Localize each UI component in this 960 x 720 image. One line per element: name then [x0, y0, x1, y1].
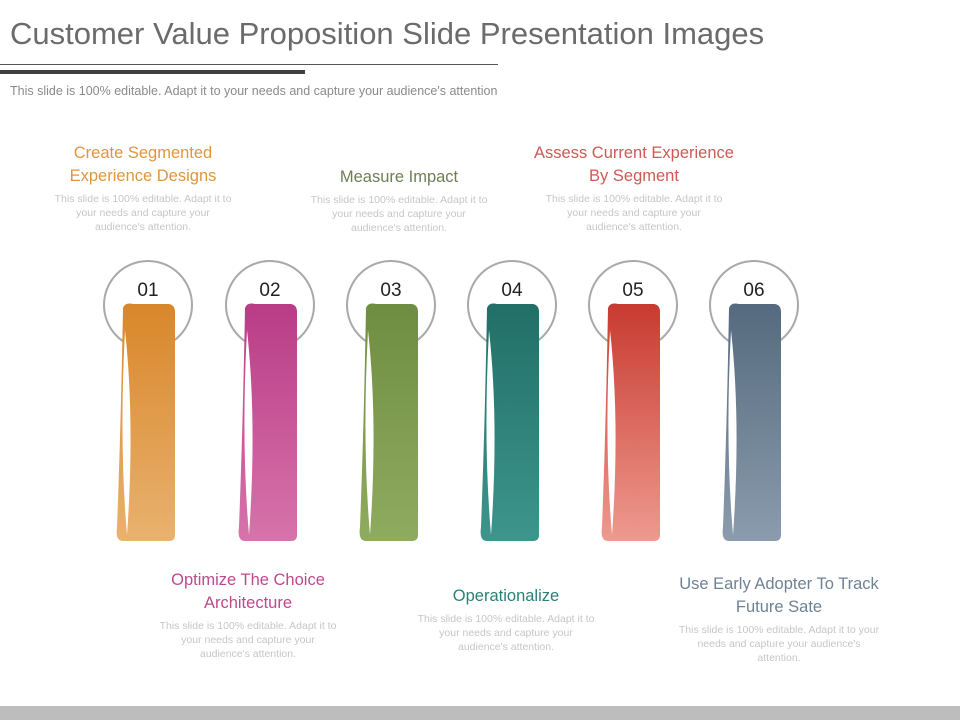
title-divider-thick [0, 70, 305, 74]
step-label-5: Assess Current Experience By Segment Thi… [529, 142, 739, 234]
step-number-6: 06 [743, 280, 764, 301]
step-6: 06 [709, 260, 799, 541]
slide-title: Customer Value Proposition Slide Present… [10, 16, 765, 51]
step-ribbon-1 [116, 303, 175, 541]
step-1: 01 [103, 260, 193, 541]
step-body-5: This slide is 100% editable. Adapt it to… [545, 193, 723, 233]
step-2: 02 [225, 260, 315, 541]
step-ribbon-4 [480, 303, 539, 541]
step-number-3: 03 [380, 280, 401, 301]
step-heading-1: Create Segmented Experience Designs [69, 144, 217, 185]
step-number-4: 04 [501, 280, 523, 301]
step-label-4: Operationalize This slide is 100% editab… [401, 585, 611, 654]
step-body-2: This slide is 100% editable. Adapt it to… [159, 620, 337, 660]
step-number-1: 01 [137, 280, 158, 301]
step-ribbon-fold-5 [607, 330, 616, 535]
step-ribbon-5 [601, 303, 660, 541]
step-body-6: This slide is 100% editable. Adapt it to… [678, 624, 880, 664]
step-ribbon-fold-2 [244, 330, 253, 535]
title-divider-thin [0, 64, 498, 65]
step-heading-5: Assess Current Experience By Segment [534, 144, 734, 185]
step-number-5: 05 [622, 280, 643, 301]
step-label-2: Optimize The Choice Architecture This sl… [143, 569, 353, 661]
step-label-3: Measure Impact This slide is 100% editab… [294, 166, 504, 235]
step-ribbon-3 [359, 303, 418, 541]
step-label-1: Create Segmented Experience Designs This… [38, 142, 248, 234]
step-body-4: This slide is 100% editable. Adapt it to… [417, 613, 595, 653]
step-5: 05 [588, 260, 678, 541]
step-heading-6: Use Early Adopter To Track Future Sate [679, 575, 879, 616]
slide-subtitle: This slide is 100% editable. Adapt it to… [10, 84, 498, 98]
step-heading-4: Operationalize [452, 587, 560, 605]
step-label-6: Use Early Adopter To Track Future Sate T… [664, 573, 894, 665]
step-ribbon-6 [722, 303, 781, 541]
footer-bar [0, 706, 960, 720]
step-number-2: 02 [259, 280, 280, 301]
step-ribbon-fold-6 [728, 330, 737, 535]
step-body-3: This slide is 100% editable. Adapt it to… [310, 194, 488, 234]
step-heading-2: Optimize The Choice Architecture [171, 571, 325, 612]
step-ribbon-fold-3 [365, 330, 374, 535]
step-ribbon-fold-4 [486, 330, 495, 535]
step-4: 04 [467, 260, 557, 541]
step-3: 03 [346, 260, 436, 541]
step-heading-3: Measure Impact [339, 168, 459, 186]
step-ribbon-2 [238, 303, 297, 541]
step-ribbon-fold-1 [122, 330, 131, 535]
step-body-1: This slide is 100% editable. Adapt it to… [54, 193, 232, 233]
